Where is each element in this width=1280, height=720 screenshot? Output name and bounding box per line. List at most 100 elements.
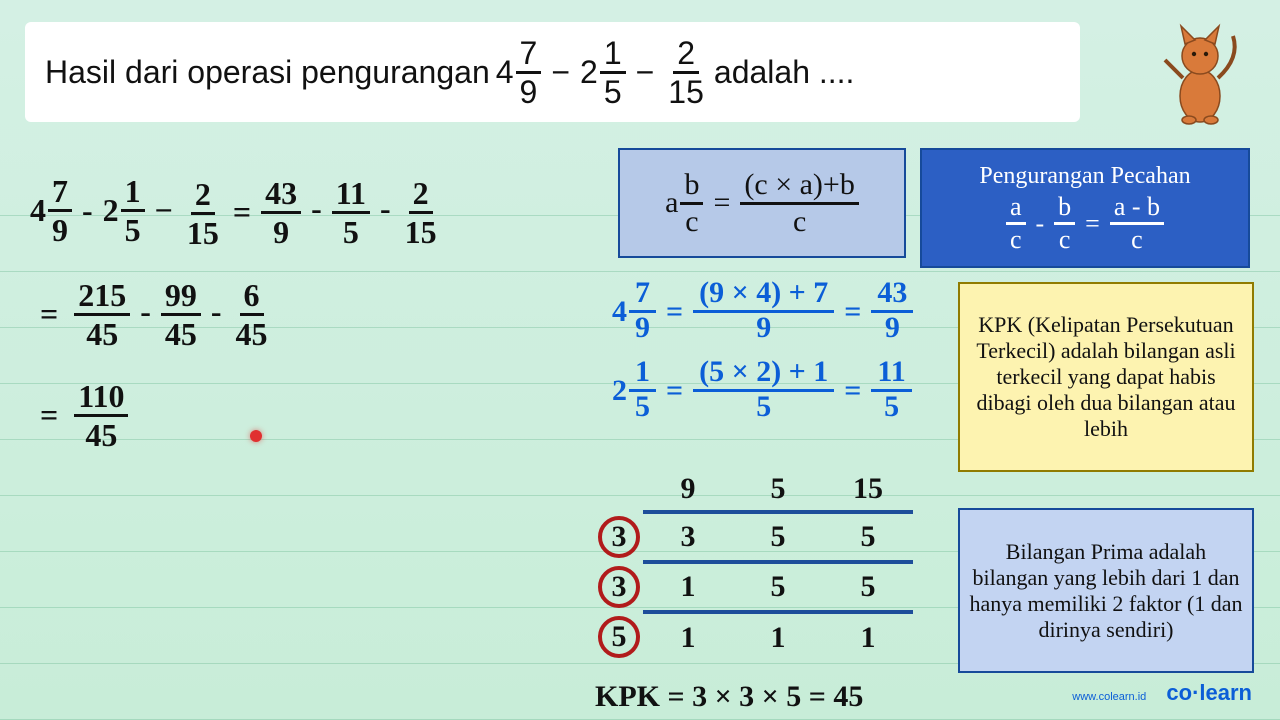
kpk-result: KPK = 3 × 3 × 5 = 45: [595, 680, 863, 714]
kpk-definition-box: KPK (Kelipatan Persekutuan Terkecil) ada…: [958, 282, 1254, 472]
equals-sign: =: [1085, 209, 1100, 239]
ladder-cell: 5: [733, 562, 823, 612]
r-num: 43: [871, 278, 913, 313]
brand-footer: www.colearn.id co·learn: [1072, 680, 1252, 706]
whole: 2: [612, 374, 627, 408]
operator: -: [311, 190, 322, 226]
equals-sign: =: [40, 397, 58, 434]
den: 9: [629, 313, 656, 345]
num: 1: [629, 357, 656, 392]
operator: -: [211, 293, 222, 329]
term1-num: a: [1006, 194, 1026, 225]
r-den: 9: [879, 313, 906, 345]
mid-num: (5 × 2) + 1: [693, 357, 834, 392]
ladder-cell: 1: [733, 612, 823, 662]
prime-factor: 5: [598, 616, 640, 658]
prime-factor: 3: [598, 566, 640, 608]
ladder-cell: 9: [643, 468, 733, 512]
operator: −: [551, 54, 570, 91]
mid-num: (9 × 4) + 7: [693, 278, 834, 313]
mixed-number: 215: [580, 37, 626, 108]
fraction: 215: [664, 37, 708, 108]
operator: -: [380, 190, 391, 226]
factor-ladder: 9515335531555111: [595, 468, 913, 662]
equals-sign: =: [666, 374, 683, 408]
ladder-cell: 5: [823, 562, 913, 612]
working-area: 479-215−215=439-115-215 =21545-9945-645 …: [30, 175, 441, 481]
equals-sign: =: [713, 186, 730, 220]
term2-num: b: [1054, 194, 1075, 225]
den: 5: [629, 392, 656, 424]
operator: -: [82, 192, 93, 228]
prime-definition-box: Bilangan Prima adalah bilangan yang lebi…: [958, 508, 1254, 673]
num: 7: [629, 278, 656, 313]
formula-rhs-den: c: [789, 205, 810, 237]
convert-row-1: 4 79 = (9 × 4) + 79 = 439: [612, 278, 913, 345]
term2-den: c: [1055, 225, 1075, 253]
fraction: 115: [332, 177, 370, 248]
ladder-cell: 5: [733, 512, 823, 562]
question-suffix: adalah ....: [714, 54, 855, 91]
formula-c: c: [681, 205, 702, 237]
working-line-3: = 11045: [30, 380, 441, 451]
ladder-cell: 1: [643, 562, 733, 612]
operator: -: [140, 293, 151, 329]
operator: −: [636, 54, 655, 91]
prime-factor: 3: [598, 516, 640, 558]
equals-sign: =: [844, 295, 861, 329]
ladder-cell: 1: [643, 612, 733, 662]
working-line-1: 479-215−215=439-115-215: [30, 175, 441, 249]
formula-b: b: [680, 170, 703, 205]
cat-icon: [1155, 18, 1245, 128]
fraction: 11045: [74, 380, 128, 451]
mid-den: 5: [750, 392, 777, 424]
fraction: 439: [261, 177, 301, 248]
r-den: 5: [878, 392, 905, 424]
r-num: 11: [871, 357, 911, 392]
ladder-cell: 5: [733, 468, 823, 512]
ladder-cell: 3: [643, 512, 733, 562]
formula2-title: Pengurangan Pecahan: [979, 163, 1190, 190]
laser-pointer-dot: [250, 430, 262, 442]
mixed-number: 215: [103, 175, 145, 246]
result-num: a - b: [1110, 194, 1164, 225]
equals-sign: =: [233, 194, 251, 231]
question-prefix: Hasil dari operasi pengurangan: [45, 54, 490, 91]
fraction: 215: [183, 178, 223, 249]
equals-sign: =: [40, 296, 58, 333]
mixed-number: 479: [30, 175, 72, 246]
question-box: Hasil dari operasi pengurangan 479−215−2…: [25, 22, 1080, 122]
mixed-number: 479: [496, 37, 542, 108]
convert-row-2: 2 15 = (5 × 2) + 15 = 115: [612, 357, 913, 424]
brand-logo: co·learn: [1166, 680, 1252, 705]
term1-den: c: [1006, 225, 1026, 253]
formula-a: a: [665, 186, 678, 220]
ladder-row: 3355: [595, 512, 913, 562]
fraction: 21545: [74, 279, 130, 350]
formula-mixed-to-improper: a bc = (c × a)+bc: [618, 148, 906, 258]
ladder-row: 9515: [595, 468, 913, 512]
working-line-2: =21545-9945-645: [30, 279, 441, 350]
mid-den: 9: [750, 313, 777, 345]
prime-text: Bilangan Prima adalah bilangan yang lebi…: [968, 539, 1244, 643]
minus-sign: -: [1036, 209, 1045, 239]
ladder-row: 5111: [595, 612, 913, 662]
ladder-cell: 1: [823, 612, 913, 662]
conversion-steps: 4 79 = (9 × 4) + 79 = 439 2 15 = (5 × 2)…: [612, 278, 913, 436]
ladder-cell: 15: [823, 468, 913, 512]
operator: −: [155, 192, 173, 228]
whole: 4: [612, 295, 627, 329]
fraction: 215: [401, 177, 441, 248]
brand-url: www.colearn.id: [1072, 691, 1146, 703]
kpk-text: KPK (Kelipatan Persekutuan Terkecil) ada…: [968, 312, 1244, 442]
ladder-row: 3155: [595, 562, 913, 612]
result-den: c: [1127, 225, 1147, 253]
formula-rhs-num: (c × a)+b: [740, 170, 858, 205]
equals-sign: =: [844, 374, 861, 408]
formula-fraction-subtraction: Pengurangan Pecahan ac - bc = a - bc: [920, 148, 1250, 268]
question-expr: 479−215−215: [496, 37, 708, 108]
fraction: 9945: [161, 279, 201, 350]
ladder-cell: 5: [823, 512, 913, 562]
fraction: 645: [232, 279, 272, 350]
equals-sign: =: [666, 295, 683, 329]
